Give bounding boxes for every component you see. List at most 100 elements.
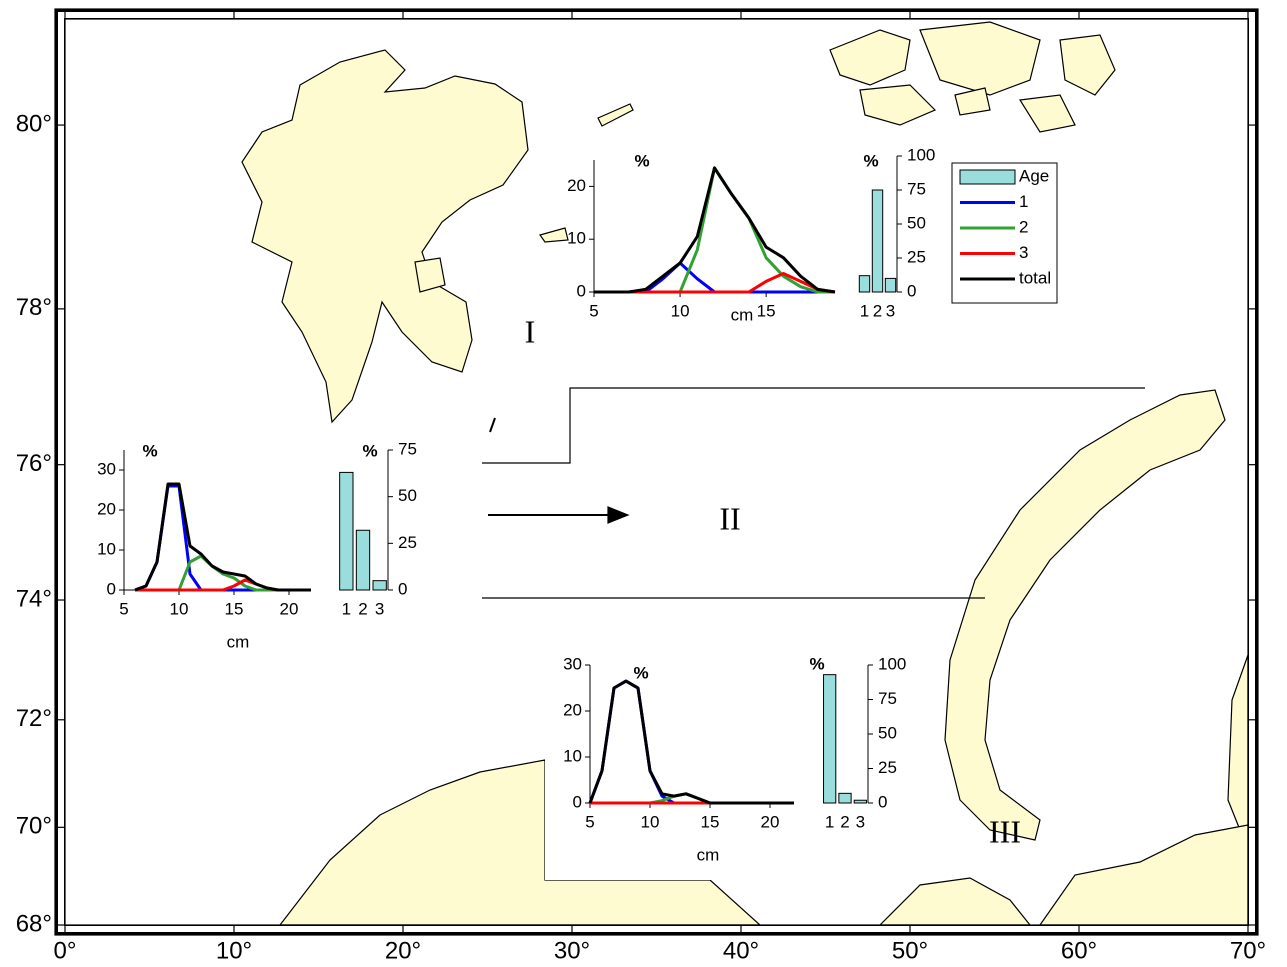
y-tick-label: 20 xyxy=(567,176,586,195)
coastlines xyxy=(241,21,1249,926)
map-y-label: 70° xyxy=(16,813,52,840)
y-tick-label: 0 xyxy=(573,792,582,811)
stroke-mark xyxy=(489,417,496,433)
x-tick-label: 10 xyxy=(671,301,690,320)
arrow-head xyxy=(607,506,630,524)
franz-josef-6 xyxy=(1018,94,1076,133)
y-tick-label: 75 xyxy=(907,179,926,198)
x-tick-label: 3 xyxy=(856,812,865,831)
legend-label: total xyxy=(1019,268,1051,287)
line-series xyxy=(134,482,311,592)
x-tick-label: 2 xyxy=(840,812,849,831)
map-x-label: 50° xyxy=(892,937,928,964)
franz-josef-5 xyxy=(954,87,991,116)
y-tick-label: 20 xyxy=(97,499,116,518)
svalbard-east xyxy=(414,257,446,293)
legend-label: 1 xyxy=(1019,192,1028,211)
x-tick-label: 15 xyxy=(757,301,776,320)
y-tick-label: 0 xyxy=(878,792,887,811)
map-y-label: 68° xyxy=(16,910,52,937)
x-tick-label: 20 xyxy=(761,812,780,831)
region-label: I xyxy=(525,313,536,349)
x-axis-label: cm xyxy=(731,305,754,324)
y-tick-label: 0 xyxy=(107,579,116,598)
map-y-label: 74° xyxy=(16,585,52,612)
y-tick-label: 100 xyxy=(907,145,935,164)
legend-swatch xyxy=(959,169,1016,185)
x-tick-label: 15 xyxy=(225,599,244,618)
line-series xyxy=(594,166,836,294)
franz-josef-3 xyxy=(1059,34,1116,96)
region-label: II xyxy=(719,500,740,536)
y-tick-label: 25 xyxy=(398,533,417,552)
y-axis-label: % xyxy=(142,441,157,460)
y-tick-label: 0 xyxy=(577,281,586,300)
y-tick-label: 25 xyxy=(878,758,897,777)
bar xyxy=(355,529,371,591)
bar xyxy=(372,580,387,591)
map-y-label: 80° xyxy=(16,110,52,137)
bar xyxy=(884,277,897,293)
map-frame-fill xyxy=(58,12,1255,932)
bar xyxy=(871,189,884,293)
y-tick-label: 0 xyxy=(398,579,407,598)
y-tick-label: 100 xyxy=(878,654,906,673)
franz-josef-1 xyxy=(829,29,911,86)
y-tick-label: 75 xyxy=(398,439,417,458)
y-axis-label: % xyxy=(809,654,824,673)
x-tick-label: 3 xyxy=(886,301,895,320)
y-tick-label: 10 xyxy=(97,539,116,558)
kvitoya xyxy=(597,103,634,127)
map-frame-outer xyxy=(54,8,1259,936)
map-x-label: 60° xyxy=(1061,937,1097,964)
map-x-label: 30° xyxy=(554,937,590,964)
x-tick-label: 15 xyxy=(701,812,720,831)
y-tick-label: 20 xyxy=(563,700,582,719)
y-axis-label: % xyxy=(863,151,878,170)
y-tick-label: 0 xyxy=(907,281,916,300)
x-tick-label: 10 xyxy=(170,599,189,618)
y-tick-label: 30 xyxy=(97,459,116,478)
line-series xyxy=(588,679,794,805)
map-frame-inner xyxy=(64,18,1249,926)
franz-josef-2 xyxy=(919,21,1041,96)
boundary-line xyxy=(482,387,1145,464)
y-axis-label: % xyxy=(633,663,648,682)
y-tick-label: 50 xyxy=(878,723,897,742)
svalbard xyxy=(241,49,529,424)
y-tick-label: 50 xyxy=(907,213,926,232)
x-tick-label: 1 xyxy=(342,599,351,618)
y-axis-label: % xyxy=(362,441,377,460)
map-x-label: 0° xyxy=(54,937,77,964)
bar xyxy=(853,799,867,804)
x-tick-label: 1 xyxy=(860,301,869,320)
x-tick-label: 1 xyxy=(825,812,834,831)
map-y-label: 72° xyxy=(16,705,52,732)
x-tick-label: 5 xyxy=(589,301,598,320)
x-axis-label: cm xyxy=(697,845,720,864)
map-y-label: 78° xyxy=(16,294,52,321)
y-tick-label: 10 xyxy=(567,229,586,248)
x-tick-label: 5 xyxy=(119,599,128,618)
y-axis-label: % xyxy=(634,151,649,170)
novaya-zemlya xyxy=(944,389,1226,841)
legend-label: 2 xyxy=(1019,217,1028,236)
kong-karls-land xyxy=(539,227,569,243)
x-tick-label: 3 xyxy=(375,599,384,618)
x-tick-label: 2 xyxy=(873,301,882,320)
legend-label: Age xyxy=(1019,166,1049,185)
franz-josef-4 xyxy=(859,84,937,126)
x-axis-label: cm xyxy=(227,632,250,651)
bar xyxy=(858,275,871,293)
y-tick-label: 75 xyxy=(878,689,897,708)
legend-label: 3 xyxy=(1019,243,1028,262)
y-tick-label: 50 xyxy=(398,486,417,505)
map-x-label: 20° xyxy=(385,937,421,964)
map-x-label: 10° xyxy=(216,937,252,964)
x-tick-label: 10 xyxy=(641,812,660,831)
norway-kola xyxy=(278,759,762,926)
y-tick-label: 30 xyxy=(563,654,582,673)
map-x-label: 70° xyxy=(1230,937,1266,964)
region-label: III xyxy=(989,813,1021,849)
